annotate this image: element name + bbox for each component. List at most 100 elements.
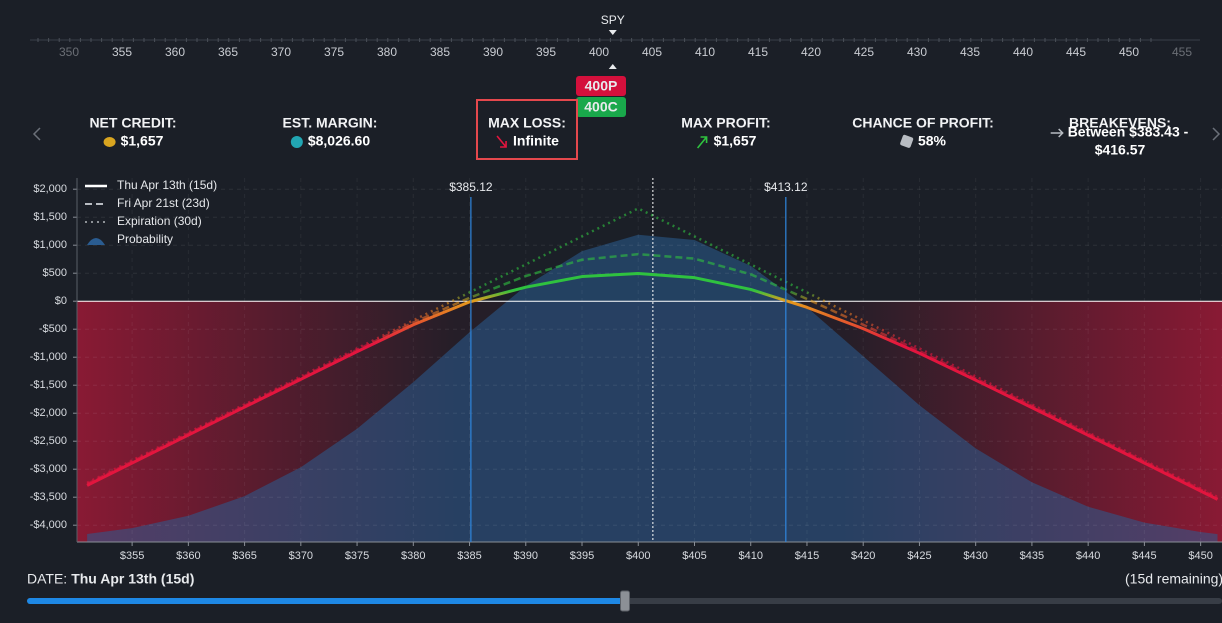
pie-icon (290, 136, 303, 148)
breakeven-label: $413.12 (764, 180, 808, 194)
x-tick-label: $365 (232, 550, 256, 562)
slider-fill (27, 598, 625, 604)
probability-area (87, 234, 1218, 542)
y-tick-label: -$1,000 (30, 351, 67, 363)
y-tick-label: $0 (55, 295, 67, 307)
strike-label: 395 (536, 45, 556, 59)
strike-label: 355 (112, 45, 132, 59)
strike-ladder: 350 355 360 365 370 375 380 385 390 395 400 405 410 4… (30, 13, 1200, 117)
x-tick-label: $355 (120, 550, 144, 562)
x-tick-label: $395 (570, 550, 594, 562)
strike-label: 445 (1066, 45, 1086, 59)
leg-badge[interactable] (576, 97, 626, 117)
prev-arrow[interactable] (32, 127, 41, 141)
payoff-chart: $2,000 $1,500 $1,000 $500 $0 -$500 -$1,000 -$1,… (30, 178, 1222, 562)
payoff-line (86, 252, 1219, 500)
strike-label: 360 (165, 45, 185, 59)
strike-label: 415 (748, 45, 768, 59)
x-tick-label: $450 (1188, 550, 1212, 562)
date-label: DATE: (27, 571, 67, 587)
strike-label: 440 (1013, 45, 1033, 59)
strike-label: 430 (907, 45, 927, 59)
strike-label: 450 (1119, 45, 1139, 59)
stat-label: MAX LOSS: (488, 115, 566, 131)
strike-label: 380 (377, 45, 397, 59)
strike-label: 375 (324, 45, 344, 59)
legend-label: Fri Apr 21st (23d) (117, 196, 210, 210)
days-remaining: (15d remaining) (1125, 571, 1222, 587)
stat-value: $1,657 (714, 133, 757, 149)
price-marker (608, 64, 617, 69)
stat-value: $416.57 (1095, 142, 1146, 158)
stat-value: $1,657 (121, 133, 164, 149)
stat-label: CHANCE OF PROFIT: (852, 115, 994, 131)
x-tick-label: $400 (626, 550, 650, 562)
y-tick-label: $1,500 (33, 211, 67, 223)
legend-label: Probability (117, 232, 173, 246)
stat-value: $8,026.60 (308, 133, 370, 149)
y-tick-label: -$4,000 (30, 519, 67, 531)
stat-label: MAX PROFIT: (681, 115, 770, 131)
strike-label: 365 (218, 45, 238, 59)
x-tick-label: $445 (1132, 550, 1156, 562)
stat-label: EST. MARGIN: (283, 115, 378, 131)
strike-label: 425 (854, 45, 874, 59)
legend-label: Thu Apr 13th (15d) (117, 178, 217, 192)
x-tick-label: $440 (1076, 550, 1100, 562)
plot-area (77, 178, 1222, 542)
coin-icon (103, 137, 116, 147)
x-tick-label: $430 (963, 550, 987, 562)
date-value: Thu Apr 13th (15d) (71, 571, 194, 587)
strike-label: 435 (960, 45, 980, 59)
x-tick-label: $370 (289, 550, 313, 562)
strike-label: 350 (59, 45, 79, 59)
x-tick-label: $405 (682, 550, 706, 562)
y-tick-label: $500 (43, 267, 67, 279)
y-tick-label: -$500 (39, 323, 67, 335)
y-tick-label: -$2,500 (30, 435, 67, 447)
stat-label: NET CREDIT: (89, 115, 176, 131)
y-tick-label: $1,000 (33, 239, 67, 251)
y-tick-label: -$3,000 (30, 463, 67, 475)
x-tick-label: $415 (795, 550, 819, 562)
footer: DATE: Thu Apr 13th (15d) (15d remaining) (27, 571, 1222, 612)
strike-label: 400 (589, 45, 609, 59)
x-tick-label: $435 (1020, 550, 1044, 562)
x-tick-label: $425 (907, 550, 931, 562)
stat-value: Between $383.43 - (1068, 124, 1189, 140)
strike-label: 385 (430, 45, 450, 59)
strike-label: 455 (1172, 45, 1192, 59)
price-marker (608, 30, 617, 35)
stats-bar: NET CREDIT: $1,657 EST. MARGIN: $8,026.60 MA… (32, 99, 1221, 160)
right-arrow-icon (1050, 128, 1064, 138)
y-tick-label: -$2,000 (30, 407, 67, 419)
x-tick-label: $380 (401, 550, 425, 562)
ticker: SPY (601, 13, 625, 27)
strike-label: 410 (695, 45, 715, 59)
payoff-line (86, 271, 1219, 501)
down-arrow-icon (496, 135, 507, 148)
stat-value: 58% (918, 133, 947, 149)
x-tick-label: $390 (514, 550, 538, 562)
legend-swatch (87, 238, 105, 245)
leg-label: 400C (584, 99, 617, 115)
breakeven-label: $385.12 (449, 180, 493, 194)
stat-value: Infinite (513, 133, 559, 149)
dice-icon (900, 134, 914, 148)
strike-label: 390 (483, 45, 503, 59)
x-tick-label: $410 (738, 550, 762, 562)
slider-knob[interactable] (620, 590, 630, 612)
x-tick-label: $385 (457, 550, 481, 562)
strike-label: 370 (271, 45, 291, 59)
strike-label: 405 (642, 45, 662, 59)
strike-label: 420 (801, 45, 821, 59)
y-tick-label: -$1,500 (30, 379, 67, 391)
stat-label: BREAKEVENS: (1069, 115, 1171, 131)
leg-badge[interactable] (576, 76, 626, 96)
next-arrow[interactable] (1212, 127, 1221, 141)
x-tick-label: $420 (851, 550, 875, 562)
up-arrow-icon (696, 136, 708, 149)
highlight-box (476, 99, 578, 160)
x-tick-label: $360 (176, 550, 200, 562)
